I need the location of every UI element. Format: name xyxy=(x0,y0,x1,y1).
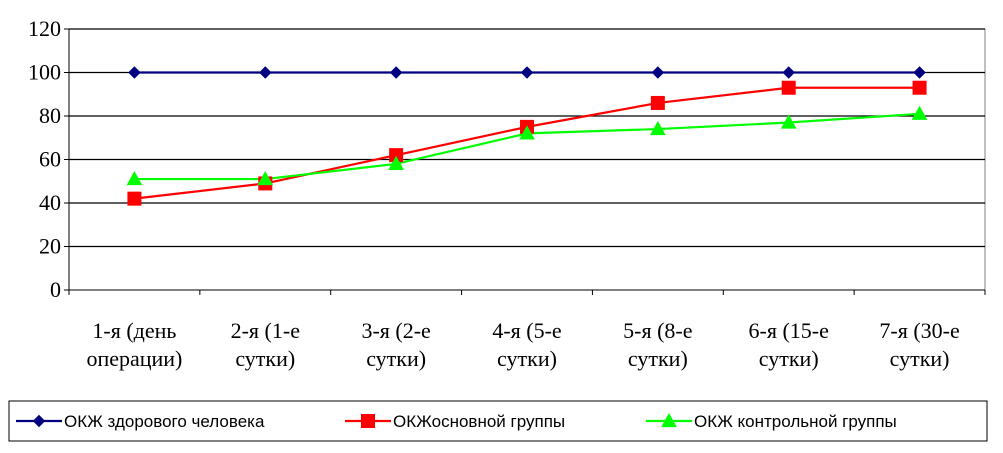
legend-label-2: ОКЖосновной группы xyxy=(393,412,565,431)
x-tick-label: сутки) xyxy=(759,346,819,371)
diamond-marker-1-point-6 xyxy=(782,66,795,79)
x-tick-label: 3-я (2-е xyxy=(361,318,430,343)
axis-labels: 0 20 40 60 80 100 120 1-я (день операции) 2-я (1-… xyxy=(28,16,960,371)
y-tick-label: 0 xyxy=(50,277,61,302)
x-tick-label: сутки) xyxy=(366,346,426,371)
y-tick-label: 20 xyxy=(39,234,61,259)
square-marker-2-point-6 xyxy=(781,80,796,95)
diamond-marker-1-point-7 xyxy=(913,66,926,79)
square-marker-legend-2 xyxy=(361,414,375,428)
legend: ОКЖ здорового человека ОКЖосновной группы… xyxy=(8,400,988,442)
square-marker-2-point-7 xyxy=(912,80,927,95)
legend-label-1: ОКЖ здорового человека xyxy=(64,412,265,431)
y-tick-label: 80 xyxy=(39,103,61,128)
x-tick-label: операции) xyxy=(86,346,182,371)
legend-label-3: ОКЖ контрольной группы xyxy=(694,412,897,431)
square-marker-2-point-1 xyxy=(127,191,142,206)
x-tick-label: сутки) xyxy=(890,346,950,371)
legend-box xyxy=(8,400,988,442)
diamond-marker-1-point-4 xyxy=(520,66,534,79)
diamond-marker-1-point-1 xyxy=(128,66,141,79)
triangle-marker-3-point-2 xyxy=(257,171,274,186)
x-tick-label: 7-я (30-е xyxy=(879,318,959,343)
x-tick-label: 5-я (8-е xyxy=(623,318,692,343)
x-tick-label: 6-я (15-е xyxy=(749,318,829,343)
triangle-marker-3-point-3 xyxy=(388,155,404,170)
triangle-marker-3-point-1 xyxy=(126,171,143,186)
x-tick-label: сутки) xyxy=(497,346,557,371)
x-tick-label: 1-я (день xyxy=(92,318,176,343)
y-tick-label: 60 xyxy=(39,147,61,172)
diamond-marker-legend-1 xyxy=(32,414,46,428)
x-tick-label: 2-я (1-е xyxy=(231,318,300,343)
triangle-marker-legend-3 xyxy=(661,412,677,428)
square-marker-2-point-5 xyxy=(650,95,665,110)
triangle-marker-3-point-4 xyxy=(519,125,535,140)
y-tick-label: 40 xyxy=(39,190,61,215)
triangle-marker-3-point-6 xyxy=(780,114,797,129)
diamond-marker-1-point-5 xyxy=(651,66,665,79)
diamond-marker-1-point-2 xyxy=(259,66,272,79)
triangle-marker-3-point-5 xyxy=(650,121,666,136)
x-tick-label: сутки) xyxy=(628,346,688,371)
axes xyxy=(64,28,986,295)
y-tick-label: 120 xyxy=(28,16,61,41)
series-markers xyxy=(126,66,928,206)
x-tick-label: 4-я (5-е xyxy=(492,318,561,343)
diamond-marker-1-point-3 xyxy=(389,66,403,79)
x-tick-label: сутки) xyxy=(235,346,295,371)
y-tick-label: 100 xyxy=(28,60,61,85)
triangle-marker-3-point-7 xyxy=(911,105,928,120)
